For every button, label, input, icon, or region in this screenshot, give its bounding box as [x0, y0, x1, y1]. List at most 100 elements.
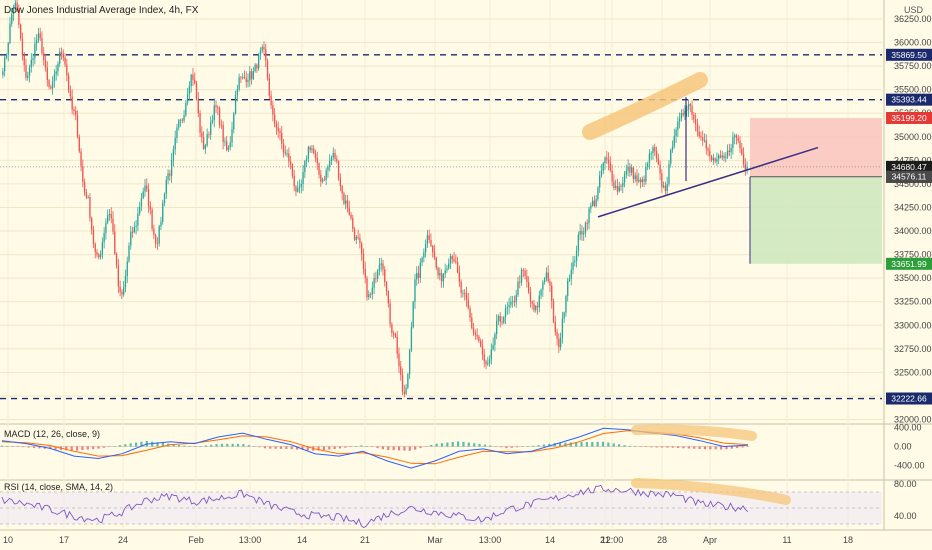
candle-body — [14, 2, 16, 9]
candle-body — [572, 261, 574, 270]
candle-body — [259, 50, 262, 55]
candle-body — [662, 185, 665, 188]
candle-body — [369, 294, 372, 295]
candle-body — [638, 179, 640, 182]
rsi-label: RSI (14, close, SMA, 14, 2) — [4, 482, 113, 492]
candle-body — [476, 334, 478, 337]
candle-body — [293, 175, 295, 187]
candle-body — [556, 332, 558, 339]
candle-body — [384, 269, 386, 283]
candle-body — [99, 254, 102, 258]
candle-body — [412, 301, 414, 328]
candle-body — [62, 53, 64, 58]
macd-histogram-bar — [65, 446, 68, 451]
candle-body — [149, 205, 151, 210]
macd-histogram-bar — [124, 444, 127, 447]
macd-signal-line — [1, 430, 749, 465]
candle-body — [401, 374, 404, 392]
macd-histogram-bar — [22, 446, 25, 448]
candle-body — [108, 214, 111, 216]
candle-body — [673, 136, 675, 147]
candle-body — [66, 64, 68, 76]
candle-body — [387, 291, 389, 304]
y-tick-label: 34750.00 — [894, 155, 932, 165]
macd-histogram-bar — [709, 446, 712, 450]
candle-body — [359, 237, 361, 244]
candle-body — [217, 107, 219, 109]
macd-histogram-bar — [226, 443, 229, 447]
macd-histogram-bar — [70, 446, 73, 451]
candle-body — [410, 327, 413, 350]
candle-body — [362, 253, 365, 269]
candle-body — [385, 282, 388, 292]
candle-body — [337, 161, 340, 179]
macd-histogram-bar — [49, 446, 52, 450]
candle-body — [506, 307, 509, 309]
x-tick-label: 28 — [657, 535, 667, 545]
candle-body — [551, 285, 553, 302]
macd-histogram-bar — [446, 442, 449, 447]
candle-body — [620, 186, 622, 188]
candle-body — [510, 301, 512, 305]
candle-body — [78, 136, 80, 152]
candle-body — [563, 312, 565, 319]
candle-body — [586, 222, 588, 224]
candle-body — [517, 281, 519, 295]
candle-body — [659, 164, 661, 174]
candle-body — [650, 152, 652, 154]
currency-label: USD — [904, 5, 924, 15]
candle-body — [694, 119, 697, 124]
macd-histogram-bar — [360, 445, 363, 447]
candle-body — [320, 174, 322, 182]
macd-histogram-bar — [617, 444, 621, 447]
candle-body — [91, 218, 93, 230]
macd-histogram-bar — [376, 446, 379, 449]
macd-histogram-bar — [548, 443, 551, 447]
candle-body — [408, 349, 411, 375]
candle-body — [37, 33, 40, 41]
macd-histogram-bar — [86, 446, 89, 450]
candle-body — [368, 294, 370, 298]
candle-body — [327, 166, 329, 171]
macd-histogram-bar — [403, 446, 406, 451]
macd-histogram-bar — [140, 441, 143, 447]
candle-body — [252, 71, 255, 80]
candle-body — [64, 57, 66, 65]
candle-body — [48, 80, 50, 87]
candle-body — [89, 197, 91, 219]
candle-body — [453, 259, 455, 262]
candle-body — [696, 123, 699, 132]
candle-body — [321, 179, 324, 182]
candle-body — [151, 209, 153, 229]
candle-body — [309, 147, 311, 150]
macd-histogram-bar — [456, 441, 460, 447]
candle-body — [691, 105, 693, 116]
macd-histogram-bar — [644, 446, 648, 447]
candle-body — [508, 304, 510, 308]
candle-body — [549, 281, 551, 286]
candle-body — [121, 291, 123, 295]
candle-body — [558, 338, 560, 348]
y-tick-label: 33500.00 — [894, 273, 932, 283]
x-tick-label: 24 — [118, 535, 128, 545]
candle-body — [575, 251, 578, 261]
macd-histogram-bar — [408, 446, 411, 451]
candle-body — [721, 155, 723, 158]
candle-body — [130, 231, 132, 246]
candle-body — [515, 294, 517, 303]
macd-histogram-bar — [285, 446, 288, 450]
candle-body — [735, 135, 738, 139]
candle-body — [170, 159, 173, 176]
candle-body — [154, 234, 157, 244]
macd-histogram-bar — [575, 442, 578, 447]
rsi-line — [1, 484, 749, 529]
macd-histogram-bar — [371, 446, 374, 448]
candle-body — [226, 141, 228, 150]
candle-body — [734, 135, 736, 137]
candle-body — [446, 268, 448, 271]
macd-histogram-bar — [199, 446, 202, 447]
candle-body — [419, 262, 421, 278]
candle-body — [725, 156, 727, 158]
candle-body — [215, 105, 217, 108]
